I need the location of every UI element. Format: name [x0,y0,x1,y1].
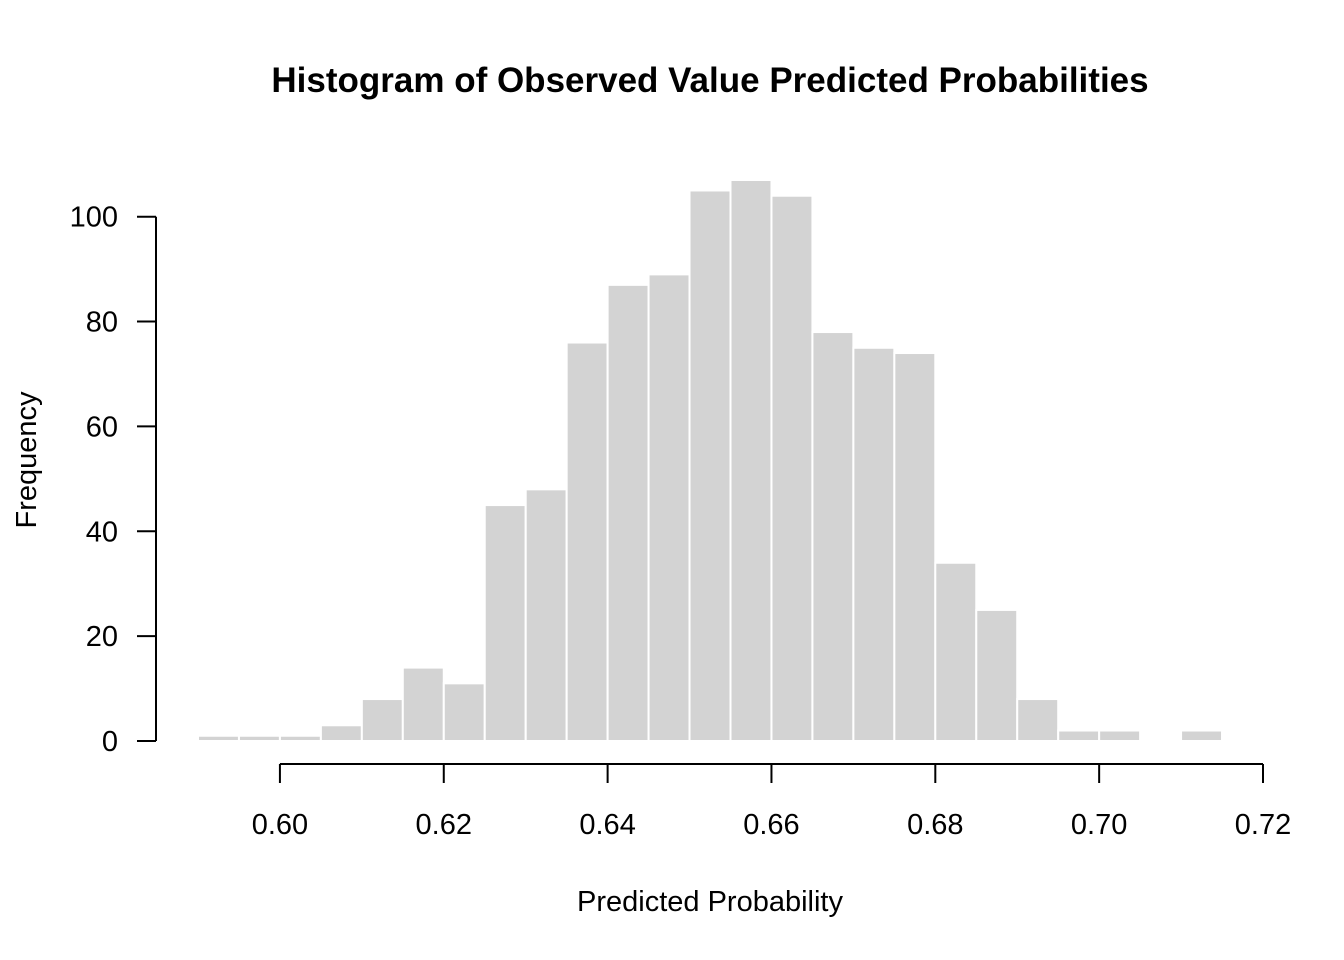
chart-title: Histogram of Observed Value Predicted Pr… [271,61,1148,100]
histogram-bar-13 [688,189,732,743]
y-tick-label-100: 100 [70,202,118,234]
y-tick-label-80: 80 [86,307,118,339]
histogram-bar-25 [1180,729,1224,743]
histogram-bar-2 [237,734,281,743]
y-tick-label-40: 40 [86,516,118,548]
histogram-bar-9 [524,488,568,743]
histogram-bar-16 [811,331,855,742]
x-axis: 0.60 0.62 0.64 0.66 0.68 0.70 0.72 [252,763,1291,841]
histogram-bar-1 [197,734,240,743]
histogram-bar-4 [319,724,363,743]
bars-layer [197,179,1224,743]
histogram-bar-15 [770,194,814,743]
x-axis-label: Predicted Probability [577,886,843,918]
y-axis-label: Frequency [11,391,43,529]
x-tick-label-0.66: 0.66 [743,809,799,841]
x-tick-label-0.64: 0.64 [579,809,635,841]
histogram-bar-22 [1057,729,1101,743]
x-tick-label-0.60: 0.60 [252,809,308,841]
histogram-bar-8 [483,504,527,743]
histogram-bar-20 [975,608,1019,742]
x-tick-label-0.70: 0.70 [1071,809,1127,841]
histogram-bar-14 [729,179,773,742]
histogram-bar-6 [401,666,445,743]
y-tick-label-20: 20 [86,621,118,653]
x-tick-label-0.68: 0.68 [907,809,963,841]
y-tick-label-60: 60 [86,411,118,443]
histogram-bar-21 [1016,698,1060,743]
x-tick-label-0.72: 0.72 [1235,809,1291,841]
histogram-bar-19 [934,561,978,743]
histogram-bar-5 [360,698,404,743]
histogram-bar-12 [647,273,691,742]
histogram-bar-11 [606,283,650,742]
histogram-bar-23 [1098,729,1142,743]
y-axis: 0 20 40 60 80 100 [70,202,157,758]
x-tick-label-0.62: 0.62 [416,809,472,841]
histogram-bar-18 [893,352,937,742]
histogram-bar-17 [852,346,896,742]
histogram-bar-3 [278,734,322,743]
y-tick-label-0: 0 [102,726,118,758]
histogram-bar-7 [442,682,486,742]
histogram-bar-10 [565,341,609,742]
